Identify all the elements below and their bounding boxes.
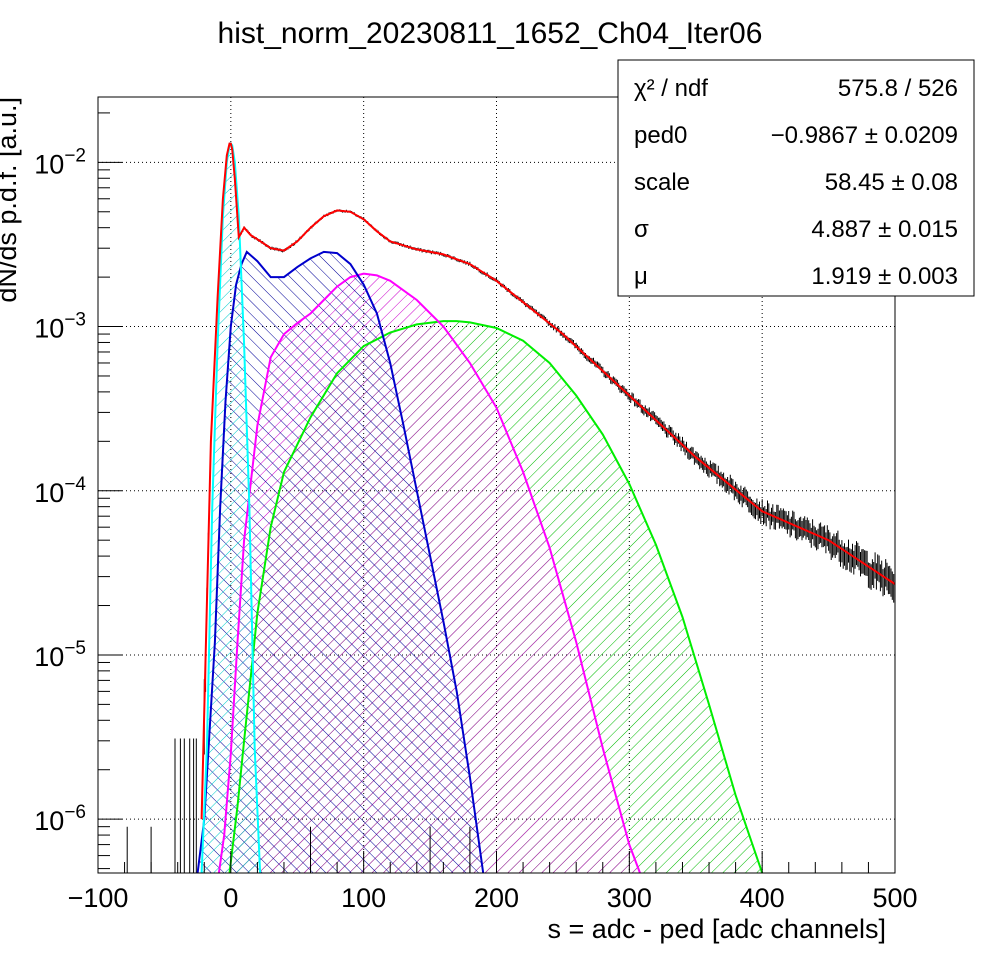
y-axis-label: dN/ds p.d.f. [a.u.] <box>0 97 22 303</box>
stats-label: χ² / ndf <box>634 75 708 102</box>
stats-value: 1.919 ± 0.003 <box>811 263 958 290</box>
stats-label: μ <box>634 263 648 290</box>
y-tick-label: 10−6 <box>34 802 86 836</box>
stats-value: 4.887 ± 0.015 <box>811 216 958 243</box>
y-tick-label: 10−5 <box>34 638 86 672</box>
fill-1-pe <box>197 251 484 873</box>
fill-pedestal-peak <box>201 143 261 873</box>
x-tick-label: 0 <box>223 883 238 913</box>
y-tick-label: 10−3 <box>34 310 86 344</box>
stats-value: 575.8 / 526 <box>838 75 958 102</box>
curve-3-pe <box>228 320 764 873</box>
stats-label: scale <box>634 169 690 196</box>
x-axis-label: s = adc - ped [adc channels] <box>548 914 886 944</box>
stats-box-frame <box>617 59 975 297</box>
x-tick-label: 400 <box>740 883 785 913</box>
x-tick-label: 300 <box>607 883 652 913</box>
stats-value: −0.9867 ± 0.0209 <box>771 122 958 149</box>
y-axis: 10−2 10−3 10−4 10−5 10−6 <box>34 112 122 870</box>
chart-title: hist_norm_20230811_1652_Ch04_Iter06 <box>218 17 763 50</box>
fit-stats-box: χ² / ndf 575.8 / 526 ped0 −0.9867 ± 0.0209 s… <box>617 59 975 297</box>
component-fills <box>197 143 763 873</box>
x-tick-label: 200 <box>474 883 519 913</box>
stats-label: σ <box>634 216 649 243</box>
x-axis: −100 0 100 200 300 400 500 <box>68 851 918 913</box>
curve-1-pe <box>196 250 485 873</box>
x-tick-label: 100 <box>341 883 386 913</box>
y-tick-label: 10−4 <box>34 474 86 508</box>
curve-total-fit <box>200 142 895 820</box>
x-tick-label: −100 <box>68 883 129 913</box>
stats-value: 58.45 ± 0.08 <box>825 169 958 196</box>
y-tick-label: 10−2 <box>34 145 86 179</box>
x-tick-label: 500 <box>872 883 917 913</box>
stats-label: ped0 <box>634 122 687 149</box>
fit-curves <box>196 141 895 873</box>
